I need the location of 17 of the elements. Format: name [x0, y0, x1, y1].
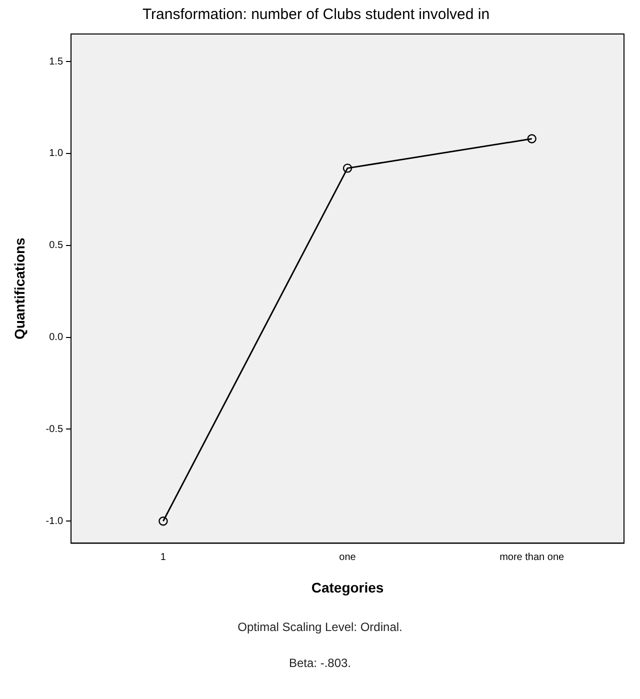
x-tick-label: more than one [500, 552, 565, 563]
point [158, 516, 168, 526]
y-tick-label: -1.0 [46, 516, 64, 527]
text: Optimal Scaling Level: Ordinal. [236, 620, 404, 634]
y-axis-title: Quantifications [11, 237, 28, 340]
y-tick-label: -0.5 [46, 424, 64, 435]
text: Beta: -.803. [288, 656, 352, 670]
y-tick-label: 0.5 [49, 240, 64, 252]
y-tick-label: 1.0 [49, 148, 64, 160]
x-tick-label: 1 [160, 552, 166, 563]
x-axis-title: Categories [311, 579, 384, 596]
y-tick-label: 1.5 [49, 56, 64, 68]
point [527, 134, 536, 144]
chart-title: Transformation: number of Clubs student involved in [142, 6, 490, 24]
y-tick-label: 0.0 [49, 332, 64, 344]
point [342, 164, 352, 173]
x-tick-label: one [339, 552, 356, 563]
